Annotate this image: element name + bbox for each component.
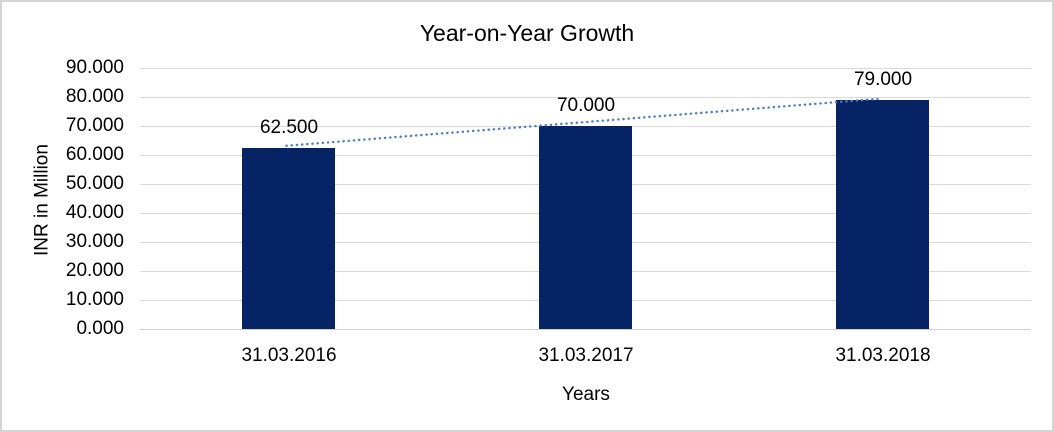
bar-value-label: 79.000 bbox=[853, 69, 913, 90]
x-axis-line bbox=[140, 329, 1031, 330]
chart-title: Year-on-Year Growth bbox=[419, 20, 635, 46]
y-tick-label: 30.000 bbox=[65, 231, 124, 252]
y-tick-label: 70.000 bbox=[65, 115, 124, 136]
x-category-label: 31.03.2017 bbox=[538, 345, 634, 366]
y-tick-label: 20.000 bbox=[65, 260, 124, 281]
x-axis-title: Years bbox=[562, 384, 610, 405]
gridline bbox=[140, 68, 1031, 69]
gridline bbox=[140, 97, 1031, 98]
bar-31.03.2018 bbox=[836, 100, 929, 329]
bar-value-label: 62.500 bbox=[259, 117, 319, 138]
y-tick-label: 10.000 bbox=[65, 289, 124, 310]
y-tick-label: 80.000 bbox=[65, 86, 124, 107]
bar-31.03.2016 bbox=[242, 148, 335, 329]
y-tick-label: 60.000 bbox=[65, 144, 124, 165]
y-tick-label: 90.000 bbox=[65, 57, 124, 78]
bar-31.03.2017 bbox=[539, 126, 632, 329]
y-tick-label: 40.000 bbox=[65, 202, 124, 223]
x-category-label: 31.03.2016 bbox=[241, 345, 337, 366]
plot-area bbox=[140, 68, 1031, 330]
y-tick-label: 0.000 bbox=[76, 318, 124, 339]
y-tick-label: 50.000 bbox=[65, 173, 124, 194]
x-category-label: 31.03.2018 bbox=[835, 345, 931, 366]
bar-value-label: 70.000 bbox=[556, 95, 616, 116]
